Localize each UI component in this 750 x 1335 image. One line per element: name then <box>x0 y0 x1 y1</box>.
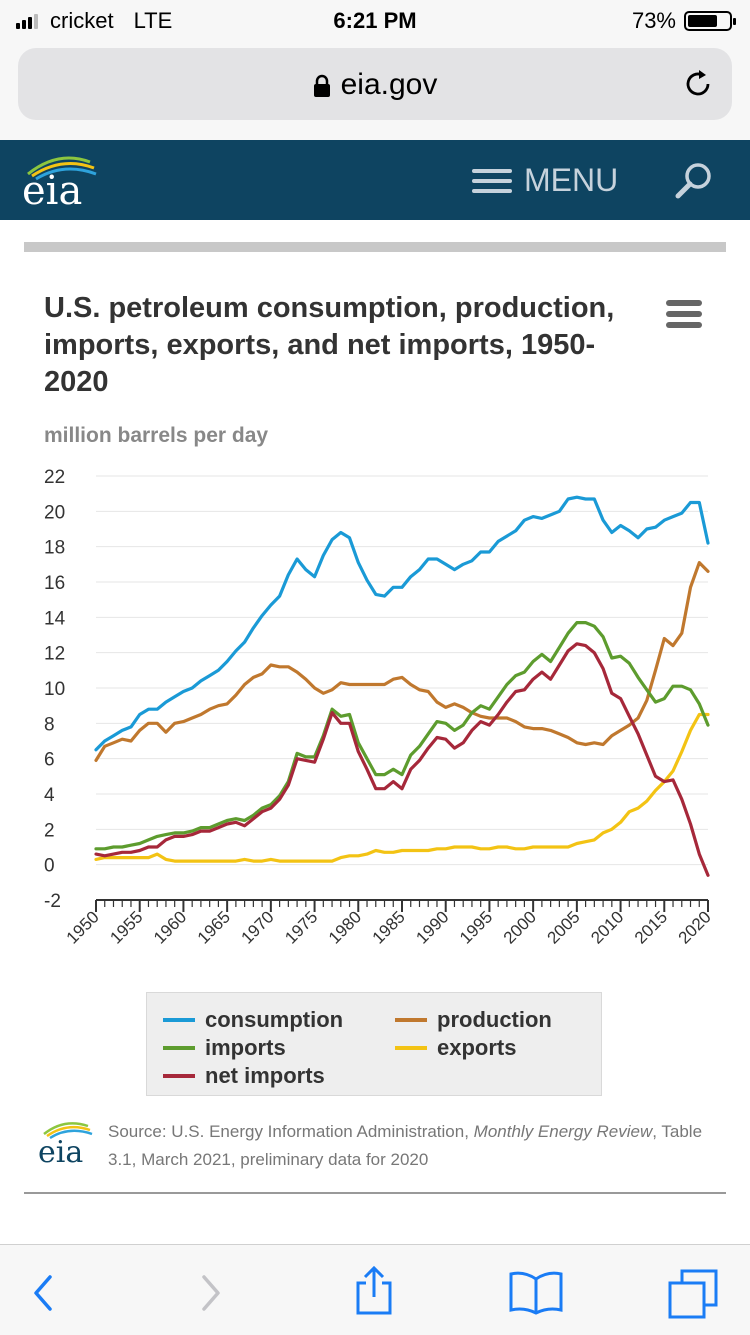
y-tick-label: 22 <box>44 467 65 488</box>
y-tick-label: -2 <box>44 891 61 912</box>
battery-percent: 73% <box>631 8 676 33</box>
section-divider <box>24 242 726 252</box>
x-tick-label: 1995 <box>456 907 496 947</box>
series-line-consumption <box>94 495 710 752</box>
x-axis: 1950 1955 1960 1965 1970 1975 1980 1985 1990 1995… <box>63 899 715 948</box>
y-tick-label: 4 <box>44 785 55 806</box>
network-type: LTE <box>133 8 173 33</box>
y-tick-label: 18 <box>44 538 65 559</box>
y-tick-label: 14 <box>44 608 66 629</box>
status-right: 73% <box>631 8 736 34</box>
eia-source-logo: eia <box>38 1122 93 1166</box>
legend-label: imports <box>205 1035 286 1060</box>
x-tick-label: 2015 <box>631 907 671 947</box>
legend-swatch <box>163 1018 195 1022</box>
logo-text: eia <box>22 168 82 212</box>
battery-icon <box>684 11 736 31</box>
x-tick-label: 1950 <box>63 907 103 947</box>
back-icon[interactable] <box>30 1273 58 1313</box>
chart-source-note: Source: U.S. Energy Information Administ… <box>108 1118 708 1174</box>
legend-label: exports <box>437 1035 517 1060</box>
y-tick-label: 8 <box>44 714 55 735</box>
x-tick-label: 1975 <box>281 907 321 947</box>
x-tick-label: 2010 <box>587 907 627 947</box>
legend-label: consumption <box>205 1007 344 1032</box>
legend-swatch <box>163 1046 195 1050</box>
carrier-name: cricket <box>50 8 114 33</box>
legend-swatch <box>163 1074 195 1078</box>
y-tick-label: 0 <box>44 856 55 877</box>
legend-swatch <box>395 1046 427 1050</box>
legend-item-imports[interactable]: imports <box>163 1035 286 1061</box>
legend-item-exports[interactable]: exports <box>395 1035 516 1061</box>
hamburger-icon <box>472 163 512 199</box>
battery-level <box>688 15 718 27</box>
series-line-exports <box>94 712 710 863</box>
status-bar: cricket LTE 6:21 PM 73% <box>0 0 750 40</box>
site-header: eia MENU <box>0 140 750 220</box>
source-publication: Monthly Energy Review <box>473 1122 653 1141</box>
chart-series <box>94 495 710 877</box>
bottom-divider <box>24 1192 726 1194</box>
legend-label: net imports <box>205 1063 325 1088</box>
x-tick-label: 2000 <box>500 907 540 947</box>
y-tick-label: 10 <box>44 679 65 700</box>
x-tick-label: 1965 <box>194 907 234 947</box>
y-tick-label: 2 <box>44 820 55 841</box>
status-time: 6:21 PM <box>333 8 417 33</box>
x-tick-label: 2005 <box>544 907 584 947</box>
y-tick-label: 16 <box>44 573 65 594</box>
x-tick-label: 1990 <box>412 907 452 947</box>
chart-legend: consumption production imports exports n… <box>146 992 602 1096</box>
x-tick-label: 1980 <box>325 907 365 947</box>
x-tick-label: 2020 <box>675 907 715 947</box>
source-suffix: , Table 3.1, March 2021, preliminary dat… <box>108 1122 703 1169</box>
forward-icon[interactable] <box>196 1273 224 1313</box>
y-tick-label: 20 <box>44 502 65 523</box>
chart-menu-icon[interactable] <box>666 300 702 333</box>
source-logo-text: eia <box>38 1135 83 1166</box>
x-tick-label: 1955 <box>106 907 146 947</box>
url-text: eia.gov <box>340 68 438 101</box>
browser-chrome: eia.gov <box>0 40 750 140</box>
address-bar[interactable]: eia.gov <box>18 48 732 120</box>
series-line-net-imports <box>94 642 710 877</box>
source-prefix: Source: U.S. Energy Information Administ… <box>108 1122 474 1141</box>
menu-button[interactable]: MENU <box>472 162 618 199</box>
y-axis-unit-label: million barrels per day <box>44 424 269 447</box>
series-line-imports <box>94 621 710 851</box>
chart-gridlines <box>96 475 708 866</box>
x-tick-label: 1960 <box>150 907 190 947</box>
legend-item-production[interactable]: production <box>395 1007 552 1033</box>
menu-label: MENU <box>524 162 619 198</box>
series-line-production <box>94 560 710 762</box>
legend-item-net-imports[interactable]: net imports <box>163 1063 325 1089</box>
url-display[interactable]: eia.gov <box>18 68 732 102</box>
legend-item-consumption[interactable]: consumption <box>163 1007 343 1033</box>
signal-icon <box>16 13 38 29</box>
share-icon[interactable] <box>352 1265 396 1317</box>
status-left: cricket LTE <box>16 8 172 34</box>
reload-icon[interactable] <box>682 68 714 100</box>
legend-label: production <box>437 1007 552 1032</box>
bookmarks-icon[interactable] <box>508 1269 564 1315</box>
browser-toolbar <box>0 1244 750 1335</box>
eia-logo[interactable]: eia <box>18 146 108 212</box>
y-tick-label: 12 <box>44 644 65 665</box>
lock-icon <box>313 74 330 98</box>
x-tick-label: 1970 <box>238 907 278 947</box>
legend-swatch <box>395 1018 427 1022</box>
y-tick-label: 6 <box>44 750 55 771</box>
tabs-icon[interactable] <box>666 1267 720 1321</box>
search-icon[interactable] <box>672 160 716 204</box>
chart-title: U.S. petroleum consumption, production, … <box>44 292 615 398</box>
x-tick-label: 1985 <box>369 907 409 947</box>
